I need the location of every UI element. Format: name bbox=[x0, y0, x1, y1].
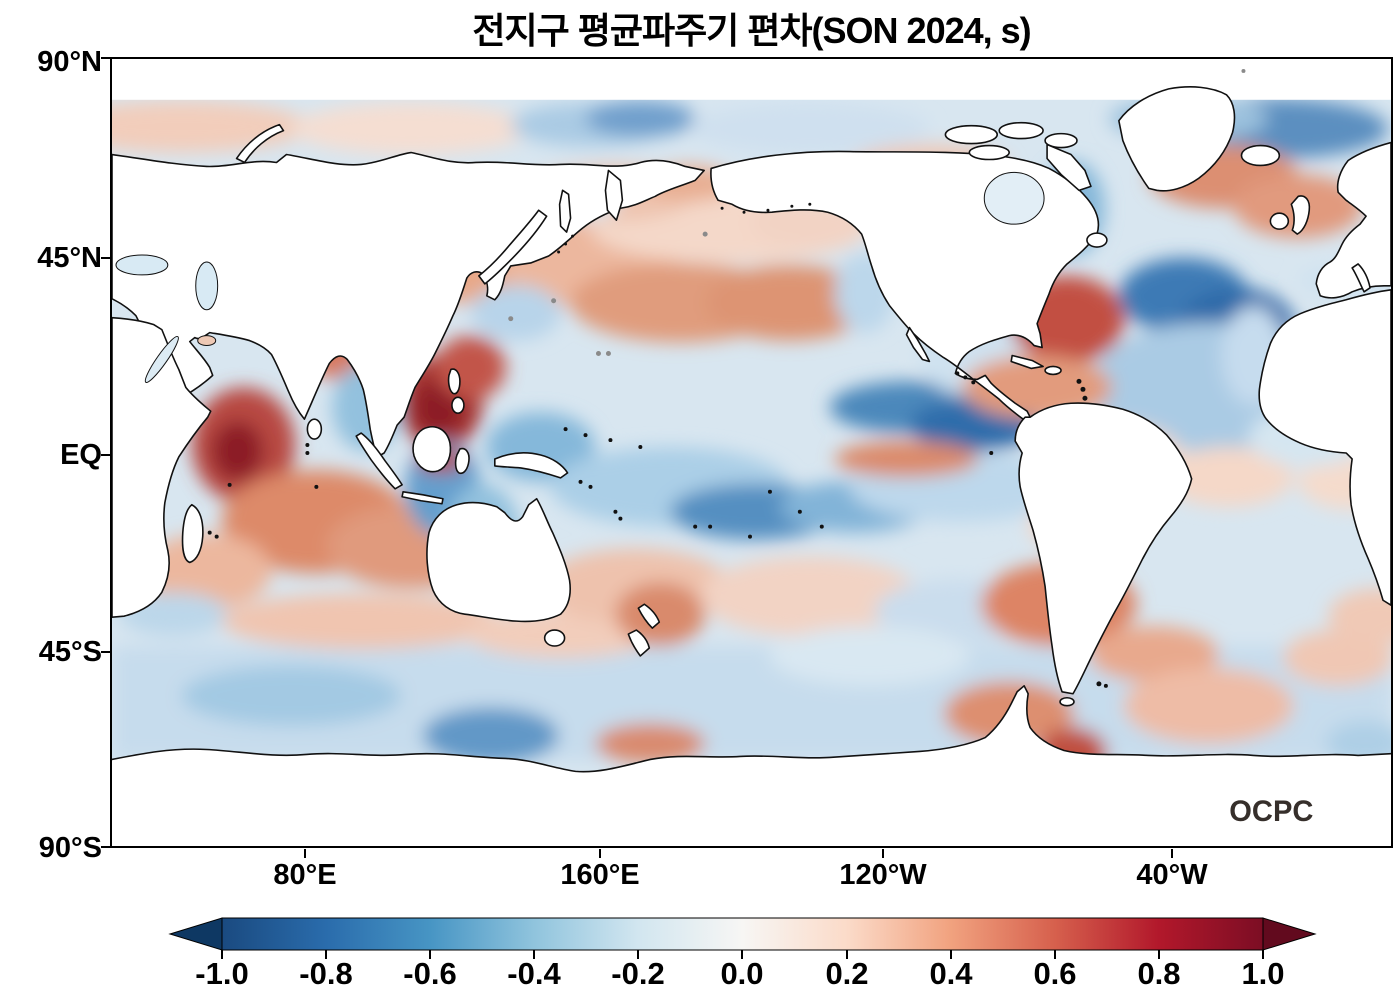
colorbar-over-arrow bbox=[1262, 917, 1317, 951]
philippines bbox=[447, 368, 461, 395]
hispaniola bbox=[1044, 365, 1062, 376]
sakhalin bbox=[558, 189, 572, 233]
sri-lanka bbox=[306, 418, 323, 440]
eurasia bbox=[112, 151, 705, 458]
lon-label-120w: 120°W bbox=[839, 859, 927, 891]
baja-california bbox=[905, 326, 931, 363]
lat-tick-45s bbox=[101, 651, 110, 653]
greenland bbox=[1118, 86, 1236, 192]
new-guinea bbox=[494, 452, 569, 479]
newfoundland bbox=[1086, 232, 1108, 248]
lat-label-90s: 90°S bbox=[38, 832, 102, 864]
cbar-label: -0.4 bbox=[507, 956, 561, 991]
baffin-island bbox=[1046, 143, 1092, 192]
colorbar-ticks bbox=[221, 950, 1264, 959]
caspian-sea bbox=[195, 261, 219, 311]
lon-tick-40w bbox=[1171, 849, 1173, 858]
antarctica bbox=[112, 685, 1391, 846]
italy bbox=[1351, 263, 1371, 293]
europe bbox=[1315, 141, 1391, 299]
cbar-label: -1.0 bbox=[195, 956, 249, 991]
colorbar-gradient bbox=[221, 917, 1264, 951]
ireland bbox=[1269, 212, 1290, 230]
iceland bbox=[1240, 144, 1281, 167]
cbar-label: -0.2 bbox=[611, 956, 665, 991]
mindanao bbox=[451, 396, 465, 414]
africa-east bbox=[112, 316, 212, 618]
tierra-del-fuego bbox=[1059, 696, 1075, 707]
japan bbox=[478, 209, 548, 285]
hudson-bay bbox=[983, 171, 1045, 225]
britain bbox=[1290, 195, 1311, 235]
arctic-island bbox=[998, 121, 1044, 140]
madagascar bbox=[181, 503, 204, 564]
colorbar-under-arrow bbox=[168, 917, 223, 951]
lat-tick-90n bbox=[101, 57, 110, 59]
cbar-label: 0.8 bbox=[1137, 956, 1181, 991]
australia bbox=[426, 497, 571, 623]
arctic-island bbox=[1044, 132, 1078, 149]
sumatra bbox=[355, 432, 403, 490]
novaya-zemlya bbox=[235, 123, 285, 164]
cbar-label: -0.6 bbox=[403, 956, 457, 991]
lon-label-160e: 160°E bbox=[560, 859, 640, 891]
lat-tick-45n bbox=[101, 257, 110, 259]
arctic-island bbox=[968, 144, 1010, 161]
lat-tick-eq bbox=[101, 454, 110, 456]
cbar-label: -0.8 bbox=[299, 956, 353, 991]
ocpc-logo: OCPC bbox=[1229, 795, 1314, 828]
tasmania bbox=[543, 629, 566, 647]
sulawesi bbox=[454, 447, 470, 475]
world-map-svg bbox=[112, 59, 1391, 846]
java bbox=[401, 491, 444, 505]
lat-label-45n: 45°N bbox=[37, 242, 102, 274]
new-zealand-south bbox=[627, 629, 651, 657]
south-america bbox=[1014, 402, 1193, 695]
africa-west bbox=[1258, 289, 1391, 607]
black-sea bbox=[115, 254, 169, 276]
kamchatka bbox=[604, 169, 624, 221]
cbar-label: 0.4 bbox=[929, 956, 973, 991]
arctic-island bbox=[944, 124, 999, 145]
lon-label-40w: 40°W bbox=[1136, 859, 1208, 891]
colorbar bbox=[168, 917, 1317, 959]
lat-label-eq: EQ bbox=[60, 439, 102, 471]
page-title: 전지구 평균파주기 편차(SON 2024, s) bbox=[472, 10, 1031, 51]
lon-tick-160e bbox=[599, 849, 601, 858]
lon-label-80e: 80°E bbox=[273, 859, 337, 891]
lon-tick-120w bbox=[882, 849, 884, 858]
red-sea bbox=[144, 335, 179, 383]
cbar-label: 0.0 bbox=[720, 956, 764, 991]
inland-seas bbox=[115, 171, 1045, 383]
buoy-dots bbox=[508, 68, 1246, 356]
new-zealand-north bbox=[637, 603, 661, 629]
island-dots bbox=[207, 202, 1108, 688]
map-frame bbox=[110, 57, 1393, 848]
lon-tick-80e bbox=[304, 849, 306, 858]
cuba bbox=[1010, 354, 1044, 370]
borneo bbox=[412, 426, 452, 473]
lat-tick-90s bbox=[101, 846, 110, 848]
lat-label-45s: 45°S bbox=[38, 636, 102, 668]
cbar-label: 0.2 bbox=[825, 956, 869, 991]
lat-label-90n: 90°N bbox=[37, 46, 102, 78]
cbar-label: 1.0 bbox=[1241, 956, 1285, 991]
cbar-label: 0.6 bbox=[1033, 956, 1077, 991]
persian-gulf bbox=[197, 335, 217, 347]
